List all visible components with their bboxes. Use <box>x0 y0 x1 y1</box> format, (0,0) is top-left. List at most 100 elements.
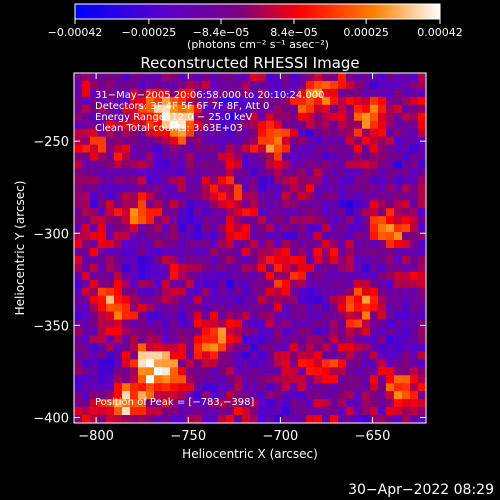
heatmap-cell <box>210 240 219 249</box>
heatmap-cell <box>170 73 179 82</box>
heatmap-cell <box>298 224 307 233</box>
heatmap-cell <box>418 375 427 384</box>
heatmap-cell <box>298 367 307 376</box>
heatmap-cell <box>98 200 107 209</box>
heatmap-cell <box>226 104 235 114</box>
heatmap-cell <box>274 168 283 178</box>
heatmap-cell <box>234 383 243 392</box>
heatmap-cell <box>378 112 387 122</box>
heatmap-cell <box>114 287 123 297</box>
heatmap-cell <box>178 160 187 170</box>
heatmap-cell <box>242 232 251 241</box>
heatmap-cell <box>306 160 315 170</box>
heatmap-cell <box>74 383 83 392</box>
heatmap-cell <box>138 73 147 82</box>
heatmap-cell <box>386 232 395 241</box>
heatmap-cell <box>410 343 419 353</box>
heatmap-cell <box>338 152 347 162</box>
heatmap-cell <box>378 73 387 82</box>
heatmap-cell <box>186 271 195 281</box>
heatmap-cell <box>410 295 419 305</box>
heatmap-cell <box>218 311 227 321</box>
heatmap-cell <box>274 184 283 193</box>
heatmap-cell <box>98 160 107 170</box>
heatmap-cell <box>402 367 411 376</box>
heatmap-cell <box>266 367 275 376</box>
heatmap-cell <box>154 327 163 337</box>
heatmap-cell <box>266 168 275 178</box>
heatmap-cell <box>266 216 275 225</box>
heatmap-cell <box>290 343 299 353</box>
heatmap-cell <box>386 184 395 193</box>
heatmap-cell <box>162 80 171 90</box>
heatmap-cell <box>418 200 427 209</box>
heatmap-cell <box>242 248 251 257</box>
heatmap-cell <box>210 255 219 265</box>
heatmap-cell <box>298 232 307 241</box>
heatmap-cell <box>74 160 83 170</box>
heatmap-cell <box>114 152 123 162</box>
heatmap-cell <box>170 367 179 376</box>
heatmap-cell <box>314 176 323 185</box>
heatmap-cell <box>298 279 307 289</box>
heatmap-cell <box>306 192 315 201</box>
heatmap-cell <box>178 224 187 233</box>
heatmap-cell <box>418 327 427 337</box>
heatmap-cell <box>282 383 291 392</box>
heatmap-cell <box>178 295 187 305</box>
heatmap-cell <box>362 136 371 146</box>
heatmap-cell <box>234 248 243 257</box>
heatmap-cell <box>82 168 91 178</box>
heatmap-cell <box>202 128 211 138</box>
heatmap-cell <box>410 80 419 90</box>
heatmap-cell <box>290 160 299 170</box>
heatmap-cell <box>122 263 131 273</box>
heatmap-cell <box>106 287 115 297</box>
heatmap-cell <box>186 255 195 265</box>
heatmap-cell <box>378 152 387 162</box>
heatmap-cell <box>378 335 387 345</box>
heatmap-cell <box>410 271 419 281</box>
heatmap-cell <box>370 335 379 345</box>
heatmap-cell <box>122 168 131 178</box>
heatmap-cell <box>306 263 315 273</box>
heatmap-cell <box>314 327 323 337</box>
heatmap-cell <box>354 80 363 90</box>
heatmap-cell <box>82 208 91 217</box>
heatmap-cell <box>106 407 115 416</box>
heatmap-cell <box>162 200 171 209</box>
heatmap-cell <box>330 73 339 82</box>
heatmap-cell <box>130 263 139 273</box>
heatmap-cell <box>314 160 323 170</box>
heatmap-cell <box>346 192 355 201</box>
heatmap-cell <box>370 73 379 82</box>
heatmap-cell <box>250 144 259 154</box>
heatmap-cell <box>338 224 347 233</box>
heatmap-cell <box>402 271 411 281</box>
heatmap-cell <box>250 255 259 265</box>
heatmap-cell <box>346 73 355 82</box>
heatmap-cell <box>82 73 91 82</box>
heatmap-cell <box>250 152 259 162</box>
heatmap-cell <box>154 303 163 313</box>
heatmap-cell <box>314 112 323 122</box>
heatmap-cell <box>82 279 91 289</box>
heatmap-cell <box>178 168 187 178</box>
heatmap-cell <box>106 359 115 368</box>
heatmap-cell <box>122 160 131 170</box>
heatmap-cell <box>330 287 339 297</box>
heatmap-cell <box>226 311 235 321</box>
heatmap-cell <box>298 144 307 154</box>
heatmap-cell <box>250 232 259 241</box>
heatmap-cell <box>338 287 347 297</box>
heatmap-cell <box>194 367 203 376</box>
heatmap-cell <box>298 104 307 114</box>
heatmap-cell <box>114 255 123 265</box>
heatmap-cell <box>178 152 187 162</box>
heatmap-cell <box>98 144 107 154</box>
heatmap-cell <box>170 295 179 305</box>
heatmap-cell <box>130 367 139 376</box>
heatmap-cell <box>386 311 395 321</box>
heatmap-cell <box>378 399 387 408</box>
heatmap-cell <box>90 248 99 257</box>
